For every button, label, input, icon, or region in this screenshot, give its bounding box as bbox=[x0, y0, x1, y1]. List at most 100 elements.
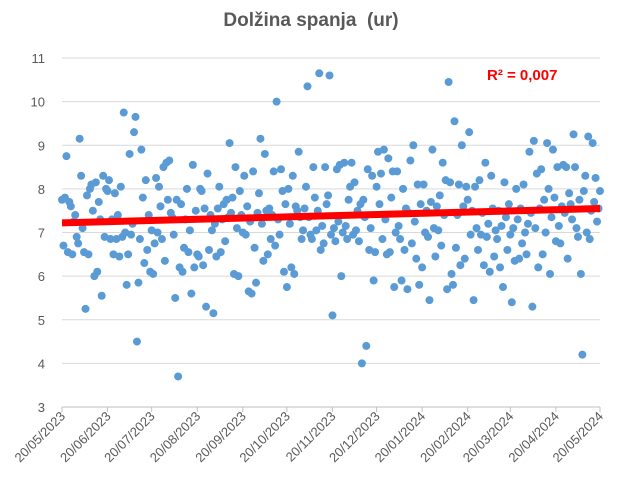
data-point bbox=[391, 228, 400, 237]
data-point bbox=[155, 182, 164, 191]
data-point bbox=[68, 250, 77, 259]
data-point bbox=[568, 215, 577, 224]
data-point bbox=[543, 139, 552, 148]
data-point bbox=[266, 235, 275, 244]
data-point bbox=[344, 195, 353, 204]
data-point bbox=[279, 267, 288, 276]
data-point bbox=[106, 235, 115, 244]
data-point bbox=[456, 261, 465, 270]
data-point bbox=[75, 134, 84, 143]
data-point bbox=[232, 224, 241, 233]
data-point bbox=[593, 217, 602, 226]
data-point bbox=[413, 180, 422, 189]
data-point bbox=[275, 230, 284, 239]
data-point bbox=[466, 230, 475, 239]
data-point bbox=[465, 128, 474, 137]
data-point bbox=[457, 141, 466, 150]
data-point bbox=[202, 302, 211, 311]
data-point bbox=[307, 235, 316, 244]
data-point bbox=[99, 171, 108, 180]
trendline-group bbox=[61, 205, 601, 227]
data-point bbox=[113, 211, 122, 220]
data-point bbox=[387, 193, 396, 202]
data-point bbox=[135, 235, 144, 244]
data-point bbox=[354, 237, 363, 246]
data-point bbox=[454, 180, 463, 189]
data-point bbox=[294, 147, 303, 156]
data-point bbox=[462, 182, 471, 191]
data-point bbox=[122, 280, 131, 289]
data-point bbox=[116, 182, 125, 191]
data-point bbox=[341, 221, 350, 230]
data-point bbox=[249, 167, 258, 176]
data-point bbox=[596, 187, 604, 196]
data-point bbox=[322, 200, 331, 209]
data-point bbox=[150, 239, 159, 248]
data-point bbox=[565, 189, 574, 198]
data-point bbox=[72, 232, 81, 241]
data-point bbox=[446, 178, 455, 187]
data-point bbox=[156, 202, 165, 211]
data-point bbox=[443, 285, 452, 294]
data-point bbox=[137, 145, 146, 154]
data-point bbox=[187, 289, 196, 298]
data-point bbox=[498, 283, 507, 292]
data-point bbox=[444, 77, 453, 86]
data-point bbox=[171, 293, 180, 302]
data-point bbox=[399, 184, 408, 193]
data-point bbox=[426, 197, 435, 206]
data-point bbox=[521, 228, 530, 237]
data-point bbox=[357, 359, 366, 368]
data-point bbox=[471, 182, 480, 191]
data-point bbox=[518, 239, 527, 248]
data-point bbox=[325, 71, 334, 80]
data-point bbox=[451, 243, 460, 252]
data-point bbox=[234, 272, 243, 281]
data-point bbox=[481, 158, 490, 167]
data-point bbox=[288, 171, 297, 180]
data-point bbox=[449, 280, 458, 289]
data-point bbox=[485, 267, 494, 276]
data-point bbox=[221, 237, 230, 246]
data-point bbox=[507, 298, 516, 307]
data-point bbox=[271, 241, 280, 250]
data-point bbox=[105, 176, 114, 185]
data-point bbox=[300, 204, 309, 213]
data-point bbox=[199, 261, 208, 270]
data-point bbox=[66, 202, 75, 211]
data-point bbox=[281, 200, 290, 209]
data-point bbox=[531, 224, 540, 233]
data-point bbox=[260, 149, 269, 158]
data-point bbox=[153, 228, 162, 237]
data-point bbox=[590, 197, 599, 206]
data-point bbox=[576, 269, 585, 278]
data-point bbox=[240, 171, 249, 180]
data-point bbox=[379, 145, 388, 154]
data-point bbox=[94, 197, 103, 206]
data-point bbox=[547, 213, 556, 222]
data-point bbox=[554, 221, 563, 230]
data-point bbox=[546, 269, 555, 278]
data-point bbox=[424, 232, 433, 241]
data-point bbox=[285, 219, 294, 228]
data-point bbox=[515, 254, 524, 263]
data-point bbox=[160, 256, 169, 265]
data-point bbox=[503, 245, 512, 254]
data-point bbox=[484, 219, 493, 228]
data-point bbox=[299, 226, 308, 235]
data-point bbox=[263, 250, 272, 259]
data-point bbox=[463, 195, 472, 204]
y-tick-label: 4 bbox=[38, 356, 45, 371]
data-point bbox=[59, 241, 68, 250]
data-point bbox=[472, 224, 481, 233]
data-point bbox=[438, 158, 447, 167]
data-point bbox=[493, 235, 502, 244]
data-point bbox=[185, 226, 194, 235]
data-point bbox=[177, 200, 186, 209]
data-point bbox=[257, 219, 266, 228]
data-point bbox=[247, 289, 256, 298]
data-point bbox=[143, 245, 152, 254]
data-point bbox=[544, 184, 553, 193]
data-point bbox=[394, 221, 403, 230]
trendline bbox=[61, 205, 601, 227]
